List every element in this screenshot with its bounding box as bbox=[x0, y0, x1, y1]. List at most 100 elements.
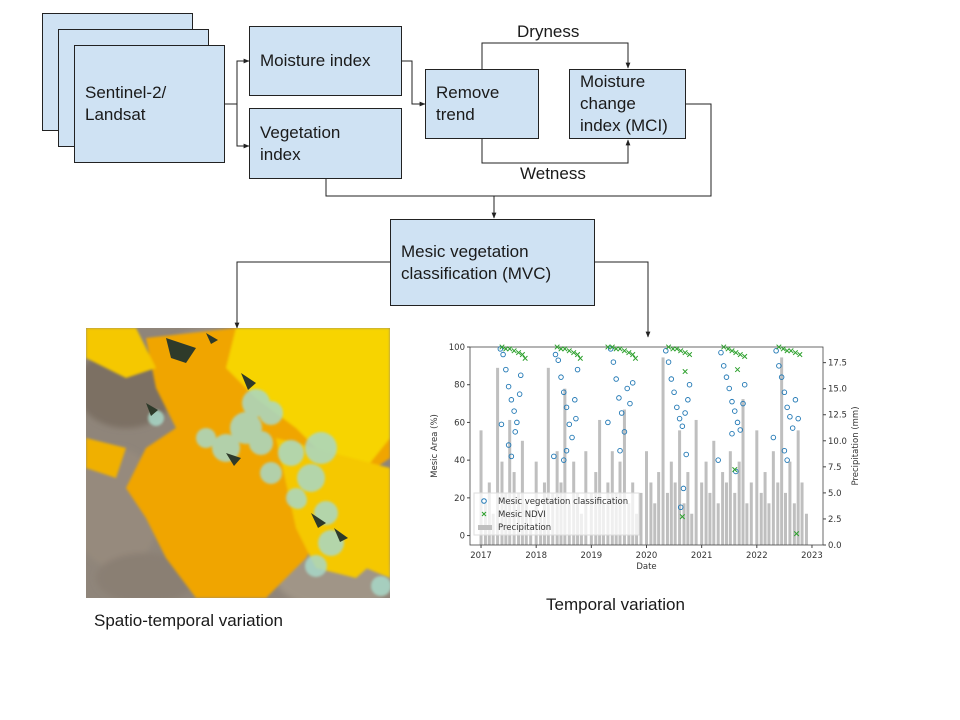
mvc-point bbox=[500, 351, 506, 358]
ndvi-point bbox=[554, 344, 560, 350]
legend-mvc-label: Mesic vegetation classification bbox=[498, 497, 628, 507]
y-tick-label: 80 bbox=[454, 381, 465, 391]
mvc-point bbox=[572, 397, 578, 403]
mvc-point bbox=[677, 504, 684, 511]
ndvi-point bbox=[605, 344, 611, 350]
precip-bar bbox=[792, 503, 796, 545]
ndvi-point bbox=[788, 348, 794, 354]
precip-bar bbox=[546, 367, 550, 545]
y-tick-label: 0 bbox=[460, 532, 465, 542]
mvc-point bbox=[613, 376, 619, 382]
precip-bar bbox=[755, 430, 759, 545]
ndvi-point bbox=[558, 346, 564, 352]
mvc-point bbox=[781, 389, 788, 396]
mvc-point bbox=[505, 383, 512, 390]
ndvi-point bbox=[507, 346, 513, 352]
x-tick-label: 2018 bbox=[525, 551, 547, 561]
mvc-point bbox=[574, 366, 581, 373]
ndvi-point bbox=[562, 346, 568, 352]
mvc-point bbox=[498, 421, 505, 428]
mvc-point bbox=[573, 415, 579, 422]
mvc-point bbox=[737, 427, 744, 433]
mvc-point bbox=[683, 451, 689, 458]
precip-bar bbox=[678, 430, 682, 545]
ndvi-point bbox=[577, 355, 583, 361]
precip-bar bbox=[708, 492, 712, 545]
precip-bar bbox=[665, 492, 669, 545]
ndvi-point bbox=[621, 348, 628, 354]
wetness-label: Wetness bbox=[520, 164, 586, 183]
mvc-point bbox=[516, 391, 523, 397]
ndvi-point bbox=[679, 514, 686, 520]
mvc-point bbox=[508, 397, 515, 403]
mci-box: Moisture change index (MCI) bbox=[569, 69, 686, 139]
mvc-point bbox=[503, 366, 509, 373]
mvc-point bbox=[682, 410, 688, 416]
mvc-point bbox=[624, 385, 630, 392]
spatial-map bbox=[86, 328, 390, 598]
ndvi-point bbox=[780, 346, 786, 352]
chart-svg: 2017 2018 2019 2020 2021 2022 2023 0 20 40 60 80 100… bbox=[430, 343, 861, 570]
mvc-point bbox=[617, 447, 623, 454]
mvc-point bbox=[511, 408, 517, 414]
precip-bar bbox=[804, 513, 808, 545]
mvc-point bbox=[561, 457, 567, 463]
ndvi-point bbox=[792, 350, 799, 356]
ndvi-point bbox=[511, 348, 517, 354]
mvc-point bbox=[627, 400, 633, 407]
precip-bar bbox=[767, 503, 771, 545]
ndvi-point bbox=[682, 368, 688, 375]
ndvi-point bbox=[630, 351, 636, 358]
x-tick-label: 2017 bbox=[470, 551, 492, 561]
y2-tick-label: 5.0 bbox=[828, 489, 842, 499]
mvc-point bbox=[514, 419, 520, 426]
x-tick-label: 2020 bbox=[636, 551, 658, 561]
mvc-point bbox=[676, 415, 683, 422]
legend-box bbox=[473, 492, 640, 536]
legend-precip-marker bbox=[478, 525, 492, 530]
moisture-index-box: Moisture index bbox=[249, 26, 402, 96]
precip-bar bbox=[712, 440, 716, 545]
precip-bar bbox=[704, 461, 708, 545]
mvc-point bbox=[773, 348, 779, 354]
precip-bar bbox=[694, 419, 698, 545]
y2-tick-label: 0.0 bbox=[828, 541, 842, 551]
arrow-moisture-remove bbox=[402, 60, 426, 107]
mvc-point bbox=[563, 404, 570, 411]
ndvi-point bbox=[613, 346, 619, 352]
precip-bar bbox=[749, 482, 753, 545]
ndvi-point bbox=[678, 348, 684, 354]
mvc-point bbox=[720, 363, 727, 369]
ndvi-point bbox=[725, 346, 731, 352]
precip-bar bbox=[653, 503, 657, 545]
precip-bar bbox=[690, 513, 694, 545]
precip-bar bbox=[763, 472, 767, 545]
mvc-point bbox=[505, 442, 512, 448]
mvc-point bbox=[778, 374, 785, 380]
mvc-point bbox=[685, 397, 691, 403]
mvc-point bbox=[734, 419, 741, 426]
ndvi-point bbox=[617, 346, 623, 352]
precip-bar bbox=[669, 461, 673, 545]
mvc-point bbox=[784, 457, 790, 463]
line-mci-merge bbox=[494, 103, 712, 197]
ndvi-point bbox=[522, 355, 528, 361]
precip-bar bbox=[496, 367, 500, 545]
mvc-point bbox=[512, 429, 518, 435]
precip-bar bbox=[780, 357, 784, 545]
x-axis-label: Date bbox=[636, 562, 656, 570]
mvc-point bbox=[551, 453, 557, 460]
ndvi-point bbox=[733, 350, 739, 356]
mvc-point bbox=[715, 457, 721, 463]
mvc-point bbox=[792, 397, 799, 403]
x-tick-label: 2023 bbox=[801, 551, 823, 561]
mvc-point bbox=[789, 425, 796, 431]
mvc-point bbox=[566, 421, 573, 428]
y-axis-label: Mesic Area (%) bbox=[430, 414, 440, 478]
legend-precip-label: Precipitation bbox=[498, 523, 551, 533]
precip-bar bbox=[796, 430, 800, 545]
mvc-point bbox=[561, 389, 567, 396]
mvc-point bbox=[718, 349, 724, 356]
source-box: Sentinel-2/ Landsat bbox=[74, 45, 225, 163]
mvc-point bbox=[732, 408, 738, 414]
